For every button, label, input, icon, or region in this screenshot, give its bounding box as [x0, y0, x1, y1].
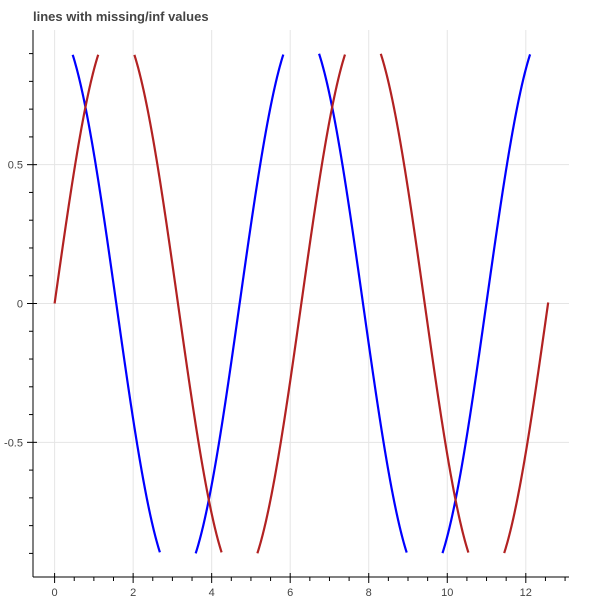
y-tick-label: 0.5 [8, 160, 23, 172]
series-line-segment [194, 54, 285, 554]
series-line-segment [256, 54, 347, 554]
series-line-segment [503, 302, 550, 554]
series-line-segment [53, 54, 100, 304]
x-tick-label: 6 [287, 587, 293, 599]
x-tick-label: 2 [130, 587, 136, 599]
series-line-segment [133, 54, 223, 553]
x-tick-label: 10 [441, 587, 453, 599]
y-tick-label: -0.5 [4, 437, 23, 449]
series-lines [53, 53, 550, 554]
series-line-segment [71, 54, 161, 553]
series-line-segment [441, 54, 532, 554]
y-tick-label: 0 [17, 299, 23, 311]
x-tick-label: 8 [366, 587, 372, 599]
x-tick-label: 4 [209, 587, 215, 599]
chart-title: lines with missing/inf values [33, 9, 209, 24]
x-tick-label: 0 [52, 587, 58, 599]
series-line-segment [318, 53, 408, 553]
axes: 0 2 4 6 8 10 12 -0.5 0 0.5 [4, 30, 569, 599]
series-line-segment [379, 53, 470, 553]
x-tick-label: 12 [520, 587, 532, 599]
